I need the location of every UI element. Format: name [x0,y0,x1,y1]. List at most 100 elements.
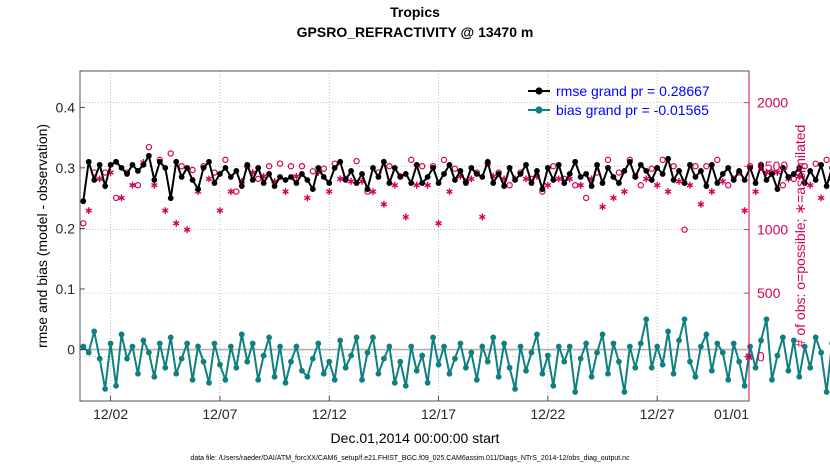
obs-layer [80,143,830,234]
obs-possible-marker [571,182,579,189]
obs-assimilated-marker [686,181,694,189]
bias-point [238,331,245,338]
obs-possible-marker [506,182,513,189]
bias-point [616,358,622,365]
rmse-point [238,183,245,189]
rmse-point [419,180,426,186]
bias-point [588,373,595,380]
y-left-tick-label: 0.4 [56,99,76,115]
obs-assimilated-marker [708,188,716,195]
grid [80,71,749,401]
bias-point [801,343,808,350]
rmse-point [222,164,229,171]
x-tick-label: 12/12 [312,406,347,422]
bias-point [807,364,814,371]
bias-point [326,358,333,365]
obs-assimilated-marker [325,188,333,195]
bias-point [517,343,524,350]
rmse-point [621,168,628,174]
bias-point [703,331,710,338]
bias-point [391,379,398,386]
bias-point [446,370,453,377]
rmse-point [659,171,666,177]
bias-point [758,337,764,344]
obs-possible-marker [637,182,644,189]
rmse-point [462,180,469,186]
bias-point [129,343,136,350]
obs-possible-marker [725,182,732,189]
obs-assimilated-marker [424,181,431,189]
rmse-point [178,174,185,180]
bias-point [386,343,393,350]
rmse-point [91,177,98,183]
x-tick-label: 12/17 [421,406,456,422]
rmse-point [424,174,431,180]
bias-point [725,376,732,383]
rmse-point [741,177,748,183]
rmse-point [184,164,191,171]
bias-point [408,343,415,350]
bias-point [769,376,775,383]
bias-point [643,316,650,323]
legend-bias-label: bias grand pr = -0.01565 [556,102,709,118]
rmse-point [550,177,557,183]
data-file-footer: data file: /Users/raeder/DAI/ATM_forcXX/… [190,455,630,462]
bias-point [288,358,294,365]
rmse-point [616,180,622,186]
rmse-point [457,168,464,174]
rmse-point [255,164,262,171]
bias-point [233,364,240,371]
rmse-point [370,164,376,171]
rmse-point [249,177,256,183]
rmse-point [113,158,119,165]
bias-point [544,352,551,359]
rmse-point [752,180,759,186]
obs-assimilated-marker [402,213,410,221]
rmse-point [785,174,792,180]
y-axis-left-label: rmse and bias (model - observation) [34,124,50,348]
bias-point [320,370,327,377]
bias-point [337,337,344,344]
obs-possible-marker [440,156,448,164]
bias-point [249,340,256,347]
bias-point [80,343,87,350]
rmse-point [135,168,141,174]
obs-possible-marker [145,143,153,151]
bias-point [375,370,382,377]
rmse-point [288,174,294,180]
bias-point [741,382,748,389]
x-ticks: 12/02 12/07 12/12 12/17 12/22 12/27 01/01 [93,396,749,422]
obs-possible-marker [681,226,688,233]
rmse-point [528,180,535,186]
bias-point [512,385,518,392]
obs-assimilated-marker [752,188,759,195]
bias-point [124,355,130,362]
rmse-point [85,158,92,165]
bias-point [315,340,322,347]
bias-point [676,337,682,344]
rmse-point [315,164,322,171]
obs-assimilated-marker [478,213,486,221]
obs-possible-marker [418,162,426,170]
bias-point [96,355,103,362]
obs-possible-marker [80,220,87,227]
bias-point [435,361,442,368]
bias-point [255,376,262,383]
rmse-point [348,168,354,174]
obs-assimilated-marker [642,175,650,183]
obs-assimilated-marker [599,203,606,211]
obs-assimilated-marker [369,188,377,195]
obs-assimilated-marker [304,194,311,202]
rmse-point [812,177,819,183]
rmse-point [260,180,267,186]
bias-point [774,352,781,359]
obs-possible-marker [265,162,273,170]
bias-point [550,382,557,389]
obs-assimilated-marker [183,226,191,234]
bias-point [107,340,114,347]
bias-point [184,340,191,347]
rmse-point [479,174,486,180]
y-axis-right-label: # of obs: o=possible; ∗=assimilated [792,125,808,348]
obs-assimilated-marker [129,181,136,189]
rmse-point [96,161,103,168]
